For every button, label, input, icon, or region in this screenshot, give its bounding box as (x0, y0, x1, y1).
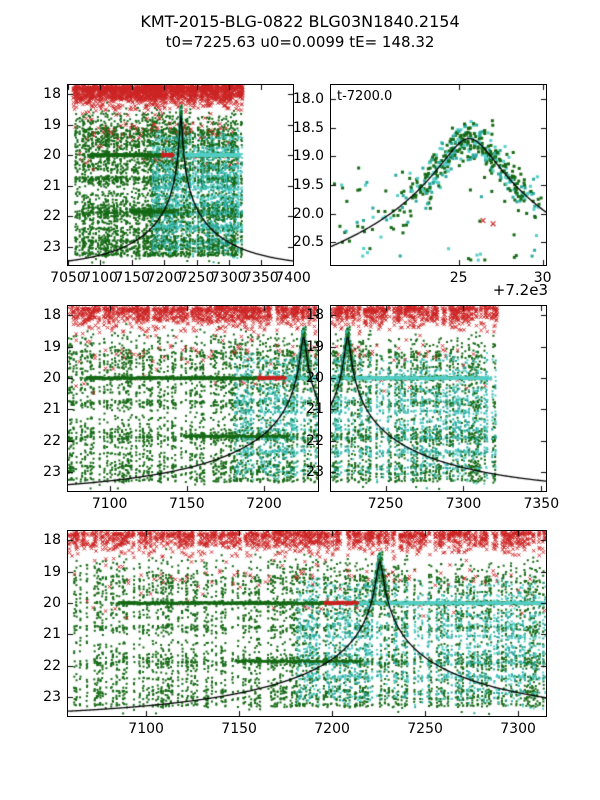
x-tick-label: 7100 (82, 270, 118, 286)
y-tick-label: 19 (306, 338, 324, 355)
x-tick-label: 7300 (500, 721, 536, 737)
panel-falling-wing: 7250 7300 7350 18 19 20 21 22 23 (306, 305, 559, 511)
x-tick-label: 7250 (367, 496, 404, 512)
panel-full-lightcurve: 7050 7100 7150 7200 7250 7300 7350 7400 18 19 20 21… (43, 84, 311, 285)
y-tick-label: 19 (43, 338, 61, 355)
y-tick-label: 18 (43, 532, 61, 549)
y-tick-label: 18.0 (292, 91, 324, 108)
x-tick-label: 7250 (178, 270, 215, 286)
x-tick-label: 7300 (210, 270, 247, 286)
x-tick-label: 7300 (445, 496, 482, 512)
x-tick-label: 7050 (50, 270, 86, 286)
figure-subtitle: t0=7225.63 u0=0.0099 tE= 148.32 (165, 33, 435, 51)
x-tick-label: 7200 (314, 721, 350, 737)
panel-rising-wing: 7100 7150 7200 18 19 20 21 22 23 (43, 305, 319, 511)
y-tick-label: 20 (306, 370, 324, 387)
y-tick-label: 18.5 (292, 119, 324, 136)
y-tick-label: 21 (306, 401, 324, 418)
y-tick-label: 19 (43, 563, 61, 580)
y-tick-label: 23 (43, 238, 61, 255)
panel-peak-zoom: t-7200.0 +7.2e3 25 30 18.0 18.5 19.0 19.5 20.0… (293, 84, 552, 299)
x-tick-label: 7200 (146, 270, 183, 286)
x-tick-label: 7400 (275, 270, 311, 286)
plot-canvas-wide (68, 531, 546, 716)
plot-canvas-rising (68, 306, 318, 491)
plot-canvas-zoom (331, 85, 546, 265)
plot-canvas-falling (331, 306, 546, 491)
y-tick-label: 21 (43, 626, 61, 643)
y-tick-label: 23 (43, 689, 61, 706)
y-tick-label: 20.5 (292, 234, 324, 251)
x-tick-label: 30 (533, 270, 552, 286)
y-tick-label: 23 (43, 464, 61, 481)
y-tick-label: 18 (43, 307, 61, 324)
y-tick-label: 23 (306, 464, 324, 481)
x-tick-label: 7150 (168, 496, 205, 512)
y-tick-label: 22 (43, 657, 61, 674)
x-axis-offset-label: +7.2e3 (492, 281, 548, 299)
y-tick-label: 19.0 (292, 148, 324, 165)
y-tick-label: 20 (43, 147, 61, 164)
x-tick-label: 7250 (407, 721, 443, 737)
y-tick-label: 20.0 (292, 205, 324, 222)
y-tick-label: 22 (306, 432, 324, 449)
y-tick-label: 19.5 (292, 177, 324, 193)
x-tick-label: 7350 (523, 496, 560, 512)
x-tick-label: 7100 (128, 721, 164, 737)
x-tick-label: 7150 (114, 270, 151, 286)
y-tick-label: 20 (43, 370, 61, 387)
plot-canvas-full (68, 85, 293, 265)
x-tick-label: 7350 (243, 270, 279, 286)
y-tick-label: 21 (43, 177, 61, 194)
x-tick-label: 25 (449, 270, 468, 286)
zoom-time-annotation: t-7200.0 (337, 89, 393, 104)
y-tick-label: 18 (43, 86, 61, 103)
x-tick-label: 7100 (91, 496, 128, 512)
y-tick-label: 18 (306, 307, 324, 324)
y-tick-label: 20 (43, 595, 61, 612)
y-tick-label: 21 (43, 401, 61, 418)
y-tick-label: 22 (43, 432, 61, 449)
y-tick-label: 19 (43, 116, 61, 133)
x-tick-label: 7200 (246, 496, 282, 512)
panel-wide-lightcurve: 7100 7150 7200 7250 7300 18 19 20 21 22 23 (43, 530, 547, 736)
figure-title: KMT-2015-BLG-0822 BLG03N1840.2154 (140, 12, 460, 31)
x-tick-label: 7150 (221, 721, 257, 737)
y-tick-label: 22 (43, 208, 61, 225)
